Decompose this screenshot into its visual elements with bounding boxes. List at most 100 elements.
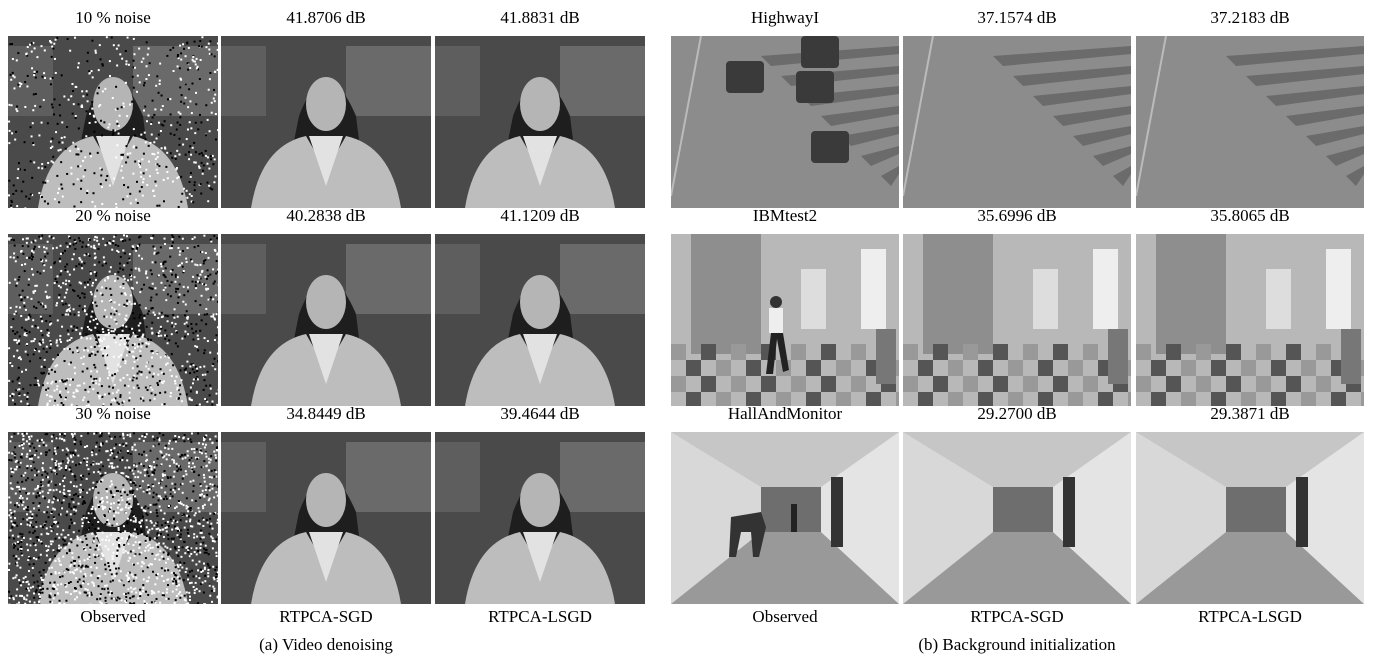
noise bbox=[101, 433, 103, 435]
noise bbox=[47, 476, 49, 478]
noise bbox=[68, 304, 70, 306]
noise bbox=[65, 242, 67, 244]
noise bbox=[208, 487, 210, 489]
noise bbox=[208, 469, 210, 471]
noise bbox=[66, 568, 68, 570]
noise bbox=[67, 246, 69, 248]
tile bbox=[918, 360, 933, 376]
noise bbox=[70, 513, 72, 515]
noise bbox=[156, 512, 158, 514]
noise bbox=[15, 558, 17, 560]
noise bbox=[14, 333, 16, 335]
noise bbox=[159, 330, 161, 332]
noise bbox=[171, 578, 173, 580]
noise bbox=[150, 350, 152, 352]
noise bbox=[80, 180, 82, 182]
noise bbox=[142, 590, 144, 592]
noise bbox=[164, 338, 166, 340]
noise bbox=[35, 544, 37, 546]
noise bbox=[31, 135, 33, 137]
noise bbox=[205, 150, 207, 152]
noise bbox=[88, 512, 90, 514]
noise bbox=[110, 503, 112, 505]
noise bbox=[64, 547, 66, 549]
noise bbox=[203, 406, 205, 408]
noise bbox=[84, 305, 86, 307]
noise bbox=[167, 554, 169, 556]
noise bbox=[140, 472, 142, 474]
noise bbox=[136, 181, 138, 183]
noise bbox=[90, 575, 92, 577]
noise bbox=[130, 481, 132, 483]
noise bbox=[77, 385, 79, 387]
noise bbox=[205, 444, 207, 446]
noise bbox=[142, 397, 144, 399]
noise bbox=[79, 592, 81, 594]
noise bbox=[40, 318, 42, 320]
noise bbox=[32, 532, 34, 534]
noise bbox=[72, 434, 74, 436]
noise bbox=[35, 307, 37, 309]
noise bbox=[107, 367, 109, 369]
noise bbox=[28, 257, 30, 259]
noise bbox=[63, 495, 65, 497]
noise bbox=[161, 265, 163, 267]
noise bbox=[162, 316, 164, 318]
noise bbox=[77, 66, 79, 68]
noise bbox=[67, 38, 69, 40]
noise bbox=[153, 141, 155, 143]
noise bbox=[189, 599, 191, 601]
noise bbox=[92, 302, 94, 304]
noise bbox=[189, 100, 191, 102]
noise bbox=[177, 65, 179, 67]
noise bbox=[32, 142, 34, 144]
noise bbox=[29, 524, 31, 526]
noise bbox=[38, 236, 40, 238]
noise bbox=[24, 305, 26, 307]
noise bbox=[184, 331, 186, 333]
noise bbox=[31, 67, 33, 69]
noise bbox=[199, 532, 201, 534]
noise bbox=[73, 506, 75, 508]
noise bbox=[166, 458, 168, 460]
noise bbox=[19, 497, 21, 499]
noise bbox=[196, 346, 198, 348]
noise bbox=[143, 317, 145, 319]
noise bbox=[123, 184, 125, 186]
noise bbox=[124, 360, 126, 362]
noise bbox=[14, 453, 16, 455]
noise bbox=[160, 497, 162, 499]
noise bbox=[123, 304, 125, 306]
noise bbox=[54, 581, 56, 583]
noise bbox=[92, 482, 94, 484]
noise bbox=[182, 144, 184, 146]
noise bbox=[31, 517, 33, 519]
noise bbox=[108, 393, 110, 395]
noise bbox=[22, 388, 24, 390]
noise bbox=[128, 351, 130, 353]
noise bbox=[29, 531, 31, 533]
noise bbox=[157, 374, 159, 376]
noise bbox=[127, 153, 129, 155]
noise bbox=[142, 181, 144, 183]
noise bbox=[118, 125, 120, 127]
noise bbox=[8, 180, 10, 182]
noise bbox=[177, 530, 179, 532]
noise bbox=[125, 294, 127, 296]
noise bbox=[179, 86, 181, 88]
noise bbox=[60, 161, 62, 163]
noise bbox=[209, 384, 211, 386]
noise bbox=[135, 449, 137, 451]
noise bbox=[203, 519, 205, 521]
noise bbox=[151, 153, 153, 155]
door bbox=[1033, 269, 1058, 329]
noise bbox=[148, 486, 150, 488]
noise bbox=[86, 313, 88, 315]
noise bbox=[125, 145, 127, 147]
noise bbox=[72, 571, 74, 573]
noise bbox=[80, 150, 82, 152]
tile bbox=[1068, 392, 1083, 408]
noise bbox=[89, 279, 91, 281]
noise bbox=[181, 193, 183, 195]
noise bbox=[56, 247, 58, 249]
